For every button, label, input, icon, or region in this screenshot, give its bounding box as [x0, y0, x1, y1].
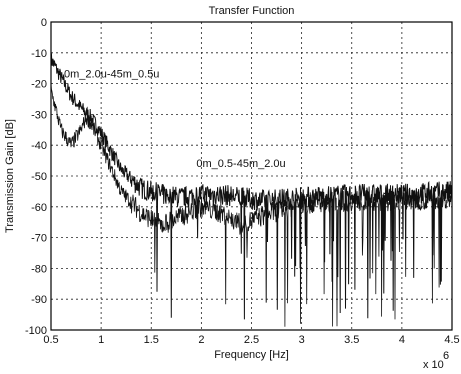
y-tick-label: 0: [41, 17, 47, 29]
y-tick-label: -20: [31, 79, 47, 91]
x-tick-label: 2: [198, 334, 204, 346]
y-tick-label: -10: [31, 48, 47, 60]
y-tick-label: -40: [31, 140, 47, 152]
y-tick-label: -70: [31, 233, 47, 245]
x-multiplier-label: x 10: [423, 359, 444, 371]
y-tick-label: -90: [31, 294, 47, 306]
x-multiplier-exponent: 6: [443, 350, 449, 362]
annotation: 0m_0.5-45m_2.0u: [196, 158, 285, 170]
chart-title: Transfer Function: [209, 5, 295, 17]
x-tick-label: 4: [399, 334, 405, 346]
x-axis-label: Frequency [Hz]: [214, 349, 289, 361]
x-tick-label: 3: [299, 334, 305, 346]
y-axis-label: Transmission Gain [dB]: [4, 119, 16, 233]
x-tick-label: 1: [98, 334, 104, 346]
x-tick-label: 1.5: [144, 334, 159, 346]
y-tick-label: -30: [31, 109, 47, 121]
x-tick-label: 4.5: [444, 334, 459, 346]
x-tick-label: 3.5: [344, 334, 359, 346]
x-tick-label: 2.5: [244, 334, 259, 346]
annotation: 0m_2.0u-45m_0.5u: [64, 68, 159, 80]
y-tick-label: -100: [25, 325, 47, 337]
y-tick-label: -60: [31, 202, 47, 214]
x-tick-label: 0.5: [43, 334, 58, 346]
plot-frame: [50, 21, 453, 331]
y-tick-label: -50: [31, 171, 47, 183]
y-tick-label: -80: [31, 263, 47, 275]
series-line: [50, 84, 453, 327]
series-line: [50, 53, 453, 320]
